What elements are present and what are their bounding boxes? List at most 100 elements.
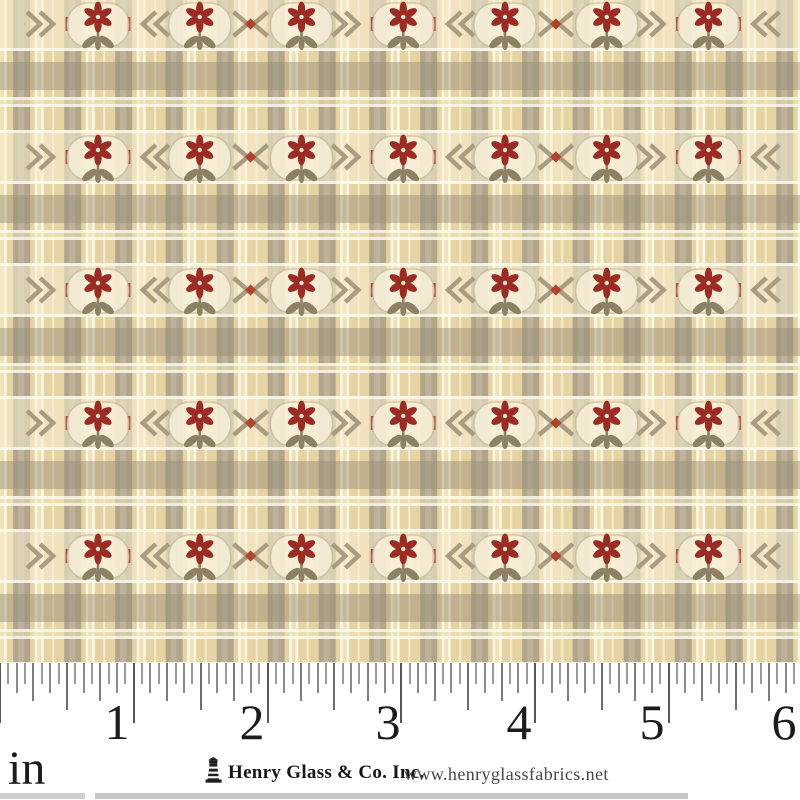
ruler-number: 6 (771, 694, 797, 750)
flower-motif (676, 1, 741, 50)
ruler-tick (458, 663, 461, 684)
ruler-tick (383, 663, 386, 693)
flower-motif (473, 533, 537, 582)
brand-name: Henry Glass & Co. Inc. (228, 762, 425, 783)
ruler-tick (174, 663, 177, 684)
motif-row-graphic (25, 1, 781, 50)
ruler-tick (308, 663, 311, 684)
chevron-ornament (330, 143, 375, 171)
chevron-ornament (25, 10, 70, 38)
ruler-tick (266, 663, 269, 723)
ruler-tick (567, 663, 570, 701)
flower-motif (269, 267, 334, 316)
chevron-ornament (330, 542, 375, 570)
chevron-ornament (432, 409, 476, 437)
flower-motif (168, 134, 232, 183)
ruler-number: 2 (239, 694, 265, 750)
flower-motif (66, 134, 130, 183)
ruler-tick (32, 663, 35, 701)
ruler-tick (199, 663, 202, 710)
ruler-tick (408, 663, 411, 684)
unit-label: in (8, 742, 46, 795)
ruler-tick (492, 663, 495, 684)
ruler-tick (207, 663, 210, 684)
chevron-ornament (432, 542, 476, 570)
ruler-tick (667, 663, 670, 723)
chevron-ornament (737, 276, 781, 304)
diamond-ornament (232, 143, 270, 171)
ruler-number: 4 (506, 694, 532, 750)
flower-motif (575, 1, 639, 50)
ruler-tick (291, 663, 294, 684)
flower-motif (676, 267, 741, 316)
diamond-ornament (537, 10, 575, 38)
chevron-ornament (737, 143, 781, 171)
ruler-tick (642, 663, 645, 684)
chevron-ornament (25, 409, 70, 437)
chevron-ornament (126, 276, 171, 304)
ruler-tick (584, 663, 587, 693)
chevron-ornament (432, 276, 476, 304)
ruler-tick (508, 663, 511, 684)
flower-motif (473, 1, 537, 50)
ruler-tick (149, 663, 152, 693)
ruler-tick (116, 663, 119, 693)
diamond-ornament (232, 10, 270, 38)
flower-motif (66, 400, 130, 449)
ruler-tick (375, 663, 378, 684)
color-bar-segment (95, 793, 688, 799)
ruler-tick (676, 663, 679, 684)
motif-row-graphic (25, 134, 781, 183)
ruler-tick (634, 663, 637, 701)
ruler-tick (542, 663, 545, 684)
ruler-tick (592, 663, 595, 684)
flower-motif (168, 267, 232, 316)
ruler: 1 2 3 4 5 6 in Henry Glass & Co. Inc. www.hen… (0, 663, 800, 800)
ruler-tick (701, 663, 704, 701)
diamond-ornament (537, 276, 575, 304)
flower-motif (168, 533, 232, 582)
ruler-tick (483, 663, 486, 693)
ruler-tick (15, 663, 18, 693)
ruler-tick (333, 663, 336, 710)
ruler-tick (467, 663, 470, 710)
ruler-tick (241, 663, 244, 684)
ruler-tick (124, 663, 127, 684)
diamond-ornament (537, 143, 575, 171)
diamond-ornament (232, 409, 270, 437)
ruler-tick (0, 663, 1, 723)
ruler-tick (107, 663, 110, 684)
chevron-ornament (737, 10, 781, 38)
chevron-ornament (330, 276, 375, 304)
ruler-tick (400, 663, 403, 723)
flower-motif (66, 1, 130, 50)
chevron-ornament (25, 542, 70, 570)
ruler-tick (258, 663, 261, 684)
ruler-tick (391, 663, 394, 684)
ruler-tick (575, 663, 578, 684)
ruler-tick (617, 663, 620, 693)
flower-motif (676, 400, 741, 449)
ruler-tick (325, 663, 328, 684)
flower-motif (371, 533, 435, 582)
ruler-tick (49, 663, 52, 693)
flower-motif (473, 267, 537, 316)
ruler-tick (166, 663, 169, 701)
chevron-ornament (25, 276, 70, 304)
motif-row (0, 0, 800, 52)
ruler-tick (216, 663, 219, 693)
ruler-number: 5 (639, 694, 665, 750)
ruler-tick (132, 663, 135, 723)
website-url: www.henryglassfabrics.net (404, 764, 609, 784)
ruler-tick (65, 663, 68, 710)
ruler-tick (224, 663, 227, 684)
ruler-tick (249, 663, 252, 693)
ruler-tick (742, 663, 745, 684)
ruler-tick (550, 663, 553, 693)
flower-motif (575, 267, 639, 316)
diamond-ornament (537, 542, 575, 570)
flower-motif (575, 134, 639, 183)
ruler-tick (182, 663, 185, 693)
ruler-tick (525, 663, 528, 684)
